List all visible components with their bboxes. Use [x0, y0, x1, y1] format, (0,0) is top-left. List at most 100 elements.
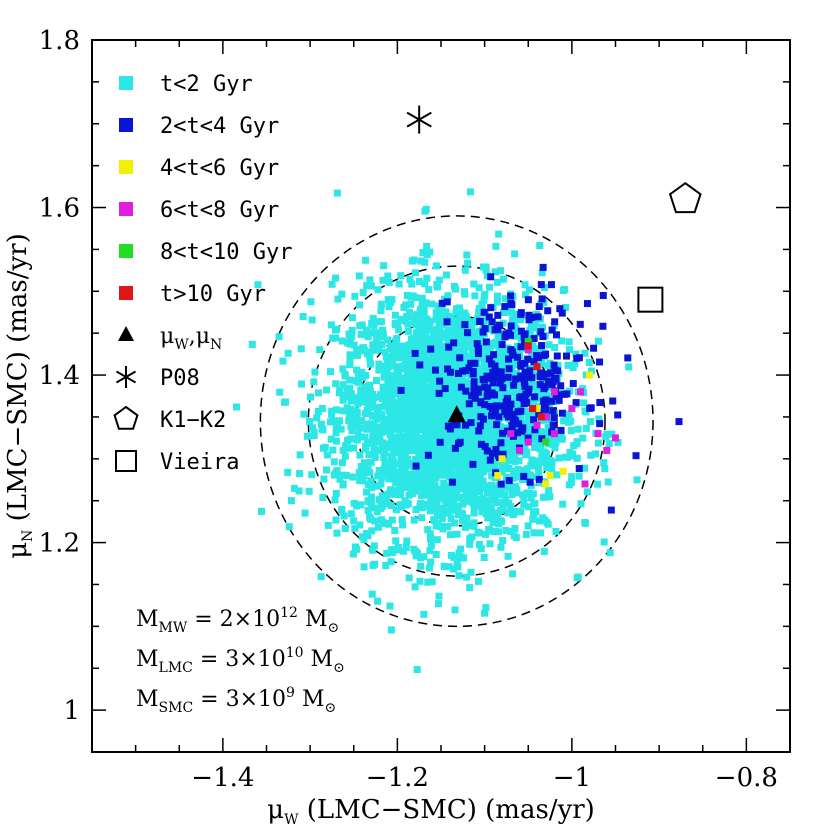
data-point: [435, 276, 443, 284]
data-point: [422, 205, 430, 213]
data-point: [333, 437, 341, 445]
data-point: [485, 342, 493, 350]
data-point: [499, 384, 507, 392]
data-point: [447, 312, 455, 320]
data-point: [369, 561, 377, 569]
data-point: [405, 438, 413, 446]
data-point: [423, 251, 431, 259]
data-point: [548, 326, 556, 334]
data-point: [461, 266, 469, 274]
data-point: [492, 268, 500, 276]
data-point: [352, 351, 360, 359]
data-point: [494, 512, 502, 520]
data-point: [407, 462, 415, 470]
data-point: [537, 529, 545, 537]
data-point: [433, 283, 441, 291]
data-point: [633, 476, 641, 484]
data-point: [420, 306, 428, 314]
data-point: [446, 358, 454, 366]
data-point: [391, 468, 399, 476]
data-point: [537, 417, 545, 425]
data-point: [341, 524, 349, 532]
data-point: [373, 377, 381, 385]
data-point: [356, 322, 364, 330]
data-point: [482, 338, 490, 346]
data-point: [442, 500, 450, 508]
data-point: [475, 488, 483, 496]
data-point: [347, 397, 355, 405]
data-point: [456, 316, 464, 324]
data-point: [383, 496, 391, 504]
data-point: [370, 542, 378, 550]
data-point: [329, 446, 337, 454]
data-point: [485, 355, 493, 363]
data-point: [471, 334, 479, 342]
data-point: [565, 346, 573, 354]
data-point: [453, 374, 461, 382]
data-point: [427, 483, 435, 491]
data-point: [527, 429, 535, 437]
data-point: [349, 417, 357, 425]
data-point: [382, 458, 390, 466]
data-point: [445, 396, 453, 404]
data-point: [346, 392, 354, 400]
data-point: [493, 421, 501, 429]
data-point: [501, 491, 509, 499]
data-point: [519, 491, 527, 499]
data-point: [469, 470, 477, 478]
data-point: [411, 384, 419, 392]
data-point: [555, 454, 563, 462]
legend-item: 2<t<4 Gyr: [119, 114, 279, 139]
data-point: [464, 448, 472, 456]
data-point: [539, 429, 547, 437]
data-point: [430, 500, 438, 508]
data-point: [448, 432, 456, 440]
data-point: [501, 408, 509, 416]
mass-annotation: MMW = 2×1012 M⊙: [136, 605, 339, 636]
data-point: [432, 337, 440, 345]
data-point: [572, 350, 580, 358]
data-point: [339, 365, 347, 373]
data-point: [399, 439, 407, 447]
data-point: [334, 295, 342, 303]
data-point: [400, 459, 408, 467]
data-point: [535, 475, 543, 483]
data-point: [420, 311, 428, 319]
data-point: [524, 355, 532, 363]
data-point: [478, 432, 486, 440]
data-point: [422, 461, 430, 469]
data-point: [594, 439, 602, 447]
data-point: [523, 489, 531, 497]
data-point: [505, 440, 513, 448]
data-point: [432, 315, 440, 323]
data-point: [492, 242, 500, 250]
data-point: [412, 462, 420, 470]
data-point: [330, 471, 338, 479]
data-point: [457, 383, 465, 391]
data-point: [531, 443, 539, 451]
data-point: [494, 335, 502, 343]
data-point: [441, 351, 449, 359]
data-point: [675, 418, 683, 426]
data-point: [345, 417, 353, 425]
data-point: [517, 327, 525, 335]
data-point: [437, 304, 445, 312]
legend-swatch: [119, 76, 133, 90]
data-point: [547, 281, 555, 289]
data-point: [466, 584, 474, 592]
data-point: [339, 391, 347, 399]
data-point: [364, 333, 372, 341]
data-point: [411, 294, 419, 302]
data-point: [417, 257, 425, 265]
data-point: [428, 578, 436, 586]
data-point: [433, 536, 441, 544]
data-point: [385, 465, 393, 473]
data-point: [362, 409, 370, 417]
data-point: [357, 386, 365, 394]
data-point: [467, 568, 475, 576]
data-point: [550, 361, 558, 369]
data-point: [496, 350, 504, 358]
data-point: [390, 444, 398, 452]
data-point: [430, 422, 438, 430]
data-point: [442, 418, 450, 426]
